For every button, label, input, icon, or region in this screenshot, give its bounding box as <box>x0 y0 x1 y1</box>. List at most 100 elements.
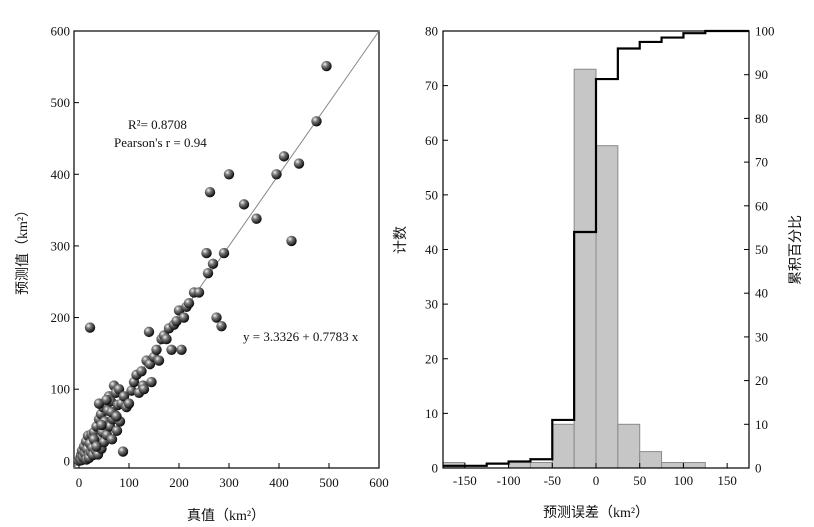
histogram-bar <box>639 451 663 469</box>
histogram-bar <box>508 462 531 469</box>
y-tick-label: 30 <box>425 297 438 312</box>
scatter-point <box>117 446 129 457</box>
y-tick-label: 70 <box>425 78 438 93</box>
y-tick-label: 20 <box>425 351 438 366</box>
scatter-point <box>204 186 216 198</box>
scatter-point <box>84 322 96 333</box>
scatter-point <box>218 247 230 259</box>
histogram-bar <box>595 145 619 469</box>
scatter-point <box>321 60 332 72</box>
scatter-point <box>286 235 297 247</box>
scatter-point <box>111 411 122 422</box>
y-tick-label: 100 <box>51 382 71 397</box>
histogram-bar <box>529 462 553 469</box>
scatter-point <box>143 326 155 338</box>
y2-tick-label: 20 <box>755 373 768 388</box>
scatter-plot-frame <box>73 30 380 469</box>
histogram-bar <box>573 68 597 469</box>
scatter-point <box>161 333 172 345</box>
histogram-y-axis-title: 计数 <box>393 226 409 254</box>
histogram-x-axis-ticks: -150 -100 -50 0 50 100 150 <box>453 463 737 488</box>
y-tick-label: 300 <box>51 238 71 253</box>
scatter-x-axis-title: 真值（km²） <box>187 508 265 524</box>
x-tick-label: -150 <box>453 473 477 488</box>
y-tick-label: 10 <box>425 406 438 421</box>
scatter-point <box>211 312 222 323</box>
histogram-y-axis-ticks: 0 10 20 30 40 50 60 70 80 <box>425 24 448 476</box>
y2-tick-label: 80 <box>755 111 768 126</box>
y2-tick-label: 10 <box>755 417 768 432</box>
histogram-x-axis-title: 预测误差（km²） <box>543 505 649 521</box>
scatter-point <box>153 355 165 366</box>
scatter-point <box>193 287 205 298</box>
scatter-point <box>278 151 290 162</box>
scatter-point <box>91 441 102 452</box>
scatter-panel: 0 100 200 300 400 500 600 0100200300400500600 … <box>15 24 389 525</box>
scatter-point <box>136 366 147 377</box>
histogram-y2-axis-title: 累积百分比 <box>788 215 804 285</box>
scatter-point <box>166 344 177 355</box>
x-axis-ticks: 0 100 200 300 400 500 600 <box>76 463 389 490</box>
histogram-y2-axis-ticks: 0 10 20 30 40 50 60 70 80 90 100 <box>744 24 775 476</box>
scatter-point <box>202 267 214 279</box>
y-axis-ticks: 0 100 200 300 400 500 600 <box>51 24 79 468</box>
x-tick-label: 0 <box>76 475 83 490</box>
x-tick-label: -50 <box>544 473 561 488</box>
scatter-point <box>251 213 262 224</box>
y-tick-label: 200 <box>51 310 71 325</box>
x-tick-label: 50 <box>633 473 646 488</box>
y2-tick-label: 30 <box>755 329 768 344</box>
scatter-point <box>183 298 195 309</box>
scatter-point <box>106 434 118 445</box>
scatter-point <box>216 320 227 332</box>
scatter-point <box>96 419 107 431</box>
histogram-bar <box>551 423 575 469</box>
x-tick-label: 0 <box>593 473 600 488</box>
scatter-point <box>207 258 219 270</box>
x-tick-label: -100 <box>497 473 521 488</box>
y-tick-label: 500 <box>51 95 71 110</box>
x-tick-label: 100 <box>119 475 139 490</box>
scatter-point <box>178 312 190 323</box>
y2-tick-label: 40 <box>755 286 768 301</box>
histogram-bar <box>661 462 684 469</box>
y-tick-label: 50 <box>425 187 438 202</box>
x-tick-label: 200 <box>169 475 189 490</box>
scatter-point <box>271 169 282 180</box>
scatter-point <box>176 344 187 355</box>
y-tick-label: 0 <box>432 461 439 476</box>
scatter-point <box>293 158 305 169</box>
scatter-points <box>73 60 332 467</box>
y-tick-label: 600 <box>51 24 71 39</box>
scatter-point <box>138 383 150 395</box>
scatter-point <box>146 376 157 388</box>
scatter-y-axis-title: 预测值（km²） <box>15 203 31 295</box>
pearson-annotation: Pearson's r = 0.94 <box>114 135 207 150</box>
x-tick-label: 100 <box>674 473 694 488</box>
y2-tick-label: 0 <box>755 461 762 476</box>
scatter-point <box>311 116 322 127</box>
y2-tick-label: 60 <box>755 198 768 213</box>
y-tick-label: 80 <box>425 24 438 39</box>
y2-tick-label: 70 <box>755 155 768 170</box>
scatter-point <box>111 425 123 436</box>
y2-tick-label: 100 <box>755 24 775 39</box>
r2-annotation: R²= 0.8708 <box>128 117 187 132</box>
scatter-point <box>238 199 250 210</box>
histogram-bar <box>682 462 706 469</box>
scatter-point <box>123 398 135 409</box>
x-tick-label: 400 <box>269 475 289 490</box>
x-tick-label: 600 <box>369 475 389 490</box>
scatter-point <box>101 394 112 406</box>
y-tick-label: 60 <box>425 133 438 148</box>
y-tick-label: 0 <box>64 453 71 468</box>
y2-tick-label: 50 <box>755 242 768 257</box>
scatter-point <box>151 344 162 355</box>
y2-tick-label: 90 <box>755 67 768 82</box>
scatter-point <box>201 247 212 259</box>
scatter-point <box>223 169 235 180</box>
x-tick-label: 150 <box>717 473 737 488</box>
x-tick-label: 300 <box>219 475 239 490</box>
